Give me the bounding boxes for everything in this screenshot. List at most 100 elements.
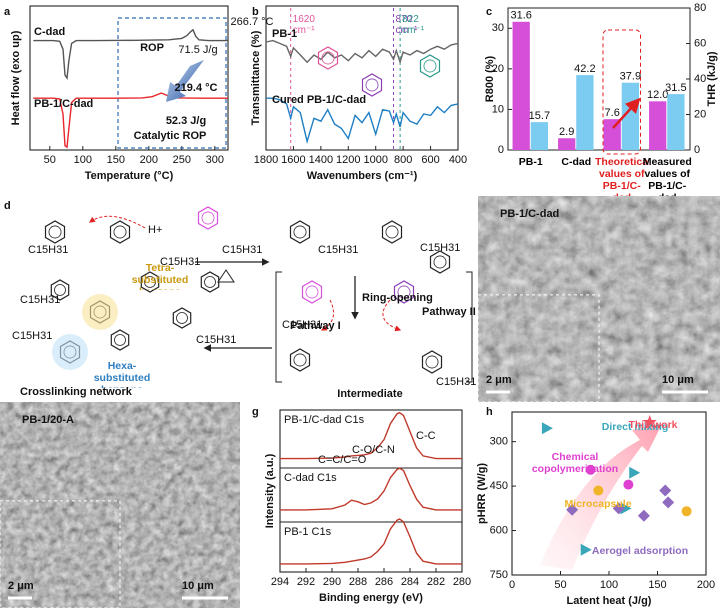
x-tick-label: C-dad <box>561 156 592 168</box>
y-tick-label: 20 <box>492 63 504 75</box>
y2-tick-label: 60 <box>694 37 706 49</box>
curved-arrow <box>382 299 402 332</box>
intermediate-label: Intermediate <box>337 388 402 400</box>
tetra-label-box: Tetra-substituted benzene <box>132 262 189 290</box>
bar <box>649 101 667 150</box>
scale-label: 2 μm <box>486 374 512 386</box>
legend-label: Aerogel adsorption <box>591 545 689 557</box>
delta <box>217 269 235 283</box>
y2-tick-label: 40 <box>694 73 706 85</box>
highlight <box>82 294 118 330</box>
y-axis-label: R800 (%) <box>484 55 496 102</box>
alkyl-label: C15H31 <box>420 242 460 254</box>
point <box>620 502 632 515</box>
ring-inner <box>48 225 62 239</box>
micrograph <box>478 196 720 402</box>
point <box>612 502 625 515</box>
annotation: 52.3 J/g <box>166 115 206 127</box>
x-tick-label: 250 <box>173 154 191 166</box>
series-label: C-dad <box>34 26 65 38</box>
benzene-ring <box>317 46 339 70</box>
benzene-ring <box>200 271 220 293</box>
x-axis-label: Temperature (°C) <box>85 170 174 182</box>
y2-axis-label: THR (kJ/g) <box>706 51 718 106</box>
point <box>637 509 650 522</box>
plot-frame <box>265 5 459 151</box>
x-tick-label: 1800 <box>254 154 278 166</box>
x-tick-label: 100 <box>600 579 618 591</box>
ring-opening-label: Ring-opening <box>362 292 433 304</box>
benzene-ring <box>393 280 415 304</box>
value-label: 31.5 <box>665 82 686 94</box>
benzene-ring <box>289 348 311 372</box>
bracket <box>275 271 473 383</box>
data-line <box>265 39 459 65</box>
ring-inner <box>385 225 399 239</box>
y-tick-label: 600 <box>490 524 508 536</box>
legend-label: Microcapsule <box>564 498 632 510</box>
legend-label: Direct mixing <box>601 421 669 433</box>
legend-label: Chemical copolymerization <box>531 451 619 475</box>
plot-frame <box>29 5 229 151</box>
point <box>585 464 596 475</box>
benzene-ring <box>289 220 311 244</box>
series-label: PB-1/C-dad <box>34 98 93 110</box>
x-tick-label: 280 <box>453 576 471 588</box>
ring-inner <box>54 284 66 296</box>
data-line <box>33 28 228 80</box>
peak-label-box: 1620 cm⁻¹ <box>293 14 315 36</box>
scale-label: 2 μm <box>8 580 34 592</box>
benzene-ring <box>421 350 443 374</box>
bar <box>558 138 576 150</box>
x-tick-label: 294 <box>271 576 289 588</box>
alkyl-label: C15H31 <box>20 294 60 306</box>
benzene-ring <box>301 280 323 304</box>
x-tick-label: PB-1 <box>518 156 543 168</box>
x-tick-label: 1200 <box>336 154 360 166</box>
y-tick-label: 750 <box>490 569 508 581</box>
legend-label-box: Aerogel adsorption <box>591 545 689 557</box>
spectrum-label: PB-1 C1s <box>284 526 332 538</box>
series-label: PB-1 <box>272 28 297 40</box>
legend-label: This work <box>628 419 678 431</box>
x-tick-label: 292 <box>297 576 315 588</box>
micrograph <box>0 402 240 608</box>
micrograph-title: PB-1/20-A <box>22 414 74 426</box>
ring-inner <box>365 78 379 92</box>
trend-arrow <box>540 424 662 570</box>
benzene-ring <box>172 307 192 329</box>
annotation: C-C <box>416 430 436 442</box>
point <box>681 506 692 517</box>
alkyl-label: C15H31 <box>28 244 68 256</box>
benzene-ring <box>50 279 70 301</box>
hexa-label: Hexa-substituted benzene <box>93 360 151 388</box>
annotation: 266.7 °C <box>231 16 274 28</box>
panel-label: g <box>252 406 259 418</box>
peak-label-box: 822 cm⁻¹ <box>402 14 424 36</box>
value-label: 2.9 <box>559 126 574 138</box>
point <box>629 466 641 479</box>
ring-inner <box>201 211 215 225</box>
point <box>566 503 579 516</box>
panel-label: a <box>4 6 11 18</box>
point <box>659 484 672 497</box>
x-tick-label: 1000 <box>363 154 387 166</box>
panel-label: c <box>486 6 492 18</box>
ring-inner <box>433 255 447 269</box>
value-label: 37.9 <box>620 71 641 83</box>
x-tick-label: 200 <box>140 154 158 166</box>
benzene-ring <box>110 329 130 351</box>
inset-box <box>0 500 121 608</box>
point <box>580 543 592 556</box>
value-label: 31.6 <box>510 10 531 22</box>
x-tick-label: 282 <box>427 576 445 588</box>
x-tick-label: 284 <box>401 576 419 588</box>
point <box>642 414 657 429</box>
x-tick-label: 100 <box>74 154 92 166</box>
data-line <box>280 518 462 565</box>
legend-label-box: Chemical copolymerization <box>531 451 619 475</box>
network-label: Crosslinking network <box>20 386 133 398</box>
panel-label: h <box>486 406 493 418</box>
point <box>662 496 675 509</box>
